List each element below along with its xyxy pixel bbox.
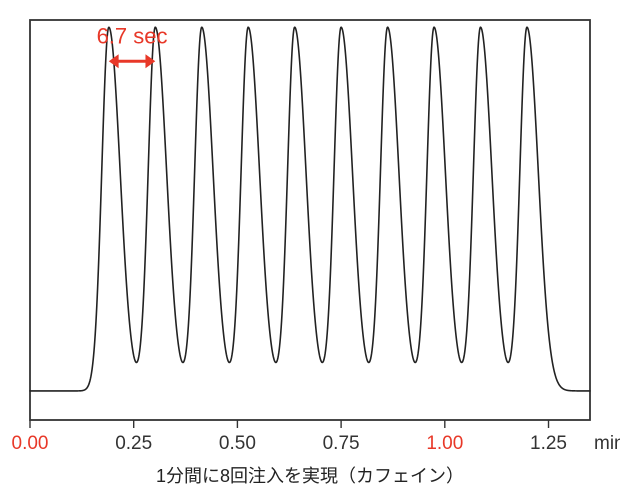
- figure-caption: 1分間に8回注入を実現（カフェイン）: [156, 466, 464, 486]
- x-tick-label: 1.25: [530, 433, 567, 454]
- x-tick-label: 0.75: [323, 433, 360, 454]
- x-tick-label: 0.25: [115, 433, 152, 454]
- x-tick-label: 0.50: [219, 433, 256, 454]
- x-tick-label: 0.00: [12, 433, 49, 454]
- x-axis-unit: min: [594, 433, 620, 454]
- chromatogram-figure: 0.00 0.25 0.50 0.75 1.00 1.25 min 6.7 sec 1分間に8回…: [0, 0, 620, 500]
- x-tick-label: 1.00: [426, 433, 463, 454]
- chromatogram-svg: 0.00 0.25 0.50 0.75 1.00 1.25 min 6.7 sec 1分間に8回…: [0, 0, 620, 500]
- peak-interval-label: 6.7 sec: [97, 23, 168, 48]
